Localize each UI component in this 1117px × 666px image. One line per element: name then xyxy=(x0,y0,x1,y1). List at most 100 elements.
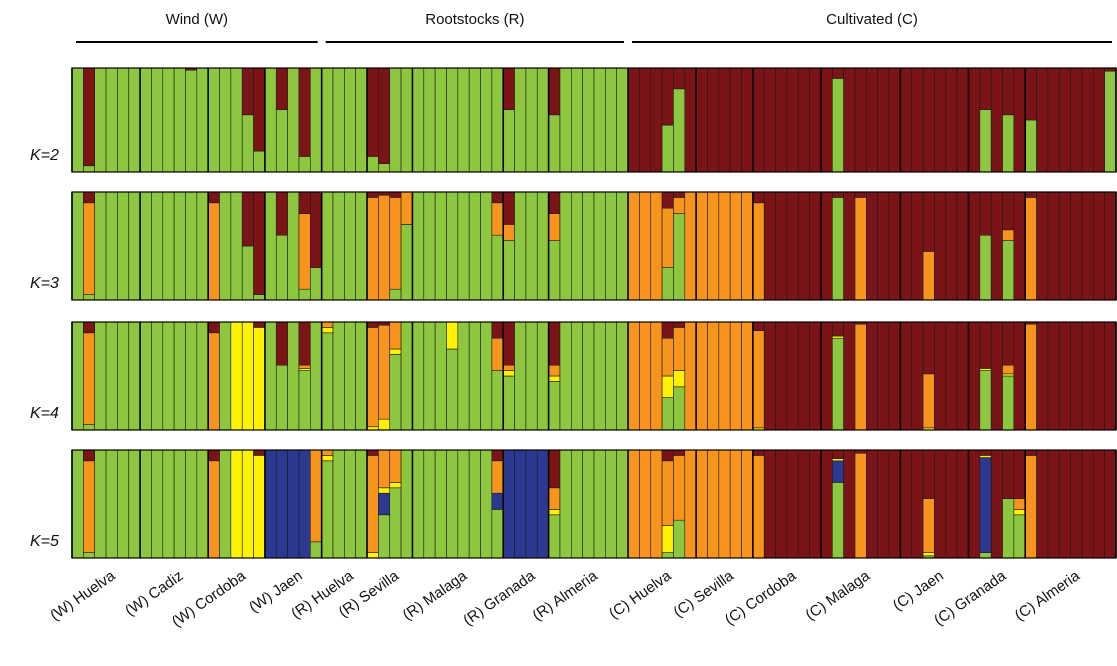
membership-segment xyxy=(83,449,95,462)
membership-segment xyxy=(695,449,708,559)
membership-segment xyxy=(310,191,322,268)
population-label: (R) Almeria xyxy=(529,567,601,624)
membership-segment xyxy=(1013,67,1026,173)
membership-segment xyxy=(491,460,504,494)
membership-segment xyxy=(491,234,504,301)
group-label: Cultivated (C) xyxy=(826,11,918,28)
membership-segment xyxy=(763,449,776,559)
membership-segment xyxy=(593,321,606,431)
membership-segment xyxy=(593,191,606,301)
membership-segment xyxy=(94,191,107,301)
membership-segment xyxy=(287,191,300,301)
membership-segment xyxy=(275,364,288,431)
membership-segment xyxy=(389,487,402,559)
membership-segment xyxy=(661,375,674,398)
membership-segment xyxy=(1047,191,1060,301)
membership-segment xyxy=(480,449,493,559)
membership-segment xyxy=(480,67,493,173)
membership-segment xyxy=(797,449,810,559)
membership-segment xyxy=(105,67,118,173)
membership-segment xyxy=(627,67,640,173)
membership-segment xyxy=(378,67,391,164)
membership-segment xyxy=(968,191,981,301)
membership-segment xyxy=(1002,375,1015,431)
membership-segment xyxy=(366,327,379,428)
membership-segment xyxy=(219,191,232,301)
membership-segment xyxy=(310,321,322,431)
k-label: K=4 xyxy=(30,405,59,422)
membership-segment xyxy=(786,191,799,301)
membership-segment xyxy=(1002,321,1015,366)
membership-segment xyxy=(378,514,391,559)
membership-segment xyxy=(956,67,969,173)
membership-segment xyxy=(1002,114,1015,173)
membership-segment xyxy=(468,321,481,431)
membership-segment xyxy=(832,78,844,173)
membership-segment xyxy=(1093,67,1105,173)
membership-segment xyxy=(230,321,243,431)
membership-segment xyxy=(979,368,992,371)
membership-segment xyxy=(457,449,470,559)
membership-segment xyxy=(491,191,504,204)
membership-segment xyxy=(741,321,754,431)
membership-segment xyxy=(207,449,220,462)
membership-segment xyxy=(105,191,118,301)
membership-segment xyxy=(956,191,969,301)
membership-segment xyxy=(491,337,504,371)
membership-segment xyxy=(888,67,901,173)
membership-segment xyxy=(298,321,311,366)
membership-segment xyxy=(718,321,731,431)
membership-segment xyxy=(605,321,617,431)
membership-segment xyxy=(207,321,220,334)
membership-segment xyxy=(1013,498,1026,510)
membership-segment xyxy=(275,449,288,559)
membership-segment xyxy=(945,321,958,431)
membership-segment xyxy=(673,191,686,198)
membership-segment xyxy=(832,197,844,301)
membership-segment xyxy=(1024,197,1037,301)
membership-segment xyxy=(275,109,288,173)
membership-segment xyxy=(332,321,345,431)
membership-segment xyxy=(219,449,232,559)
membership-segment xyxy=(94,449,107,559)
membership-segment xyxy=(1070,67,1083,173)
membership-segment xyxy=(389,197,402,290)
membership-segment xyxy=(1024,455,1037,559)
membership-segment xyxy=(310,267,322,301)
membership-segment xyxy=(412,191,425,301)
membership-segment xyxy=(741,191,754,301)
membership-segment xyxy=(1058,191,1071,301)
membership-segment xyxy=(639,449,652,559)
membership-segment xyxy=(979,370,992,431)
membership-segment xyxy=(945,449,958,559)
membership-segment xyxy=(389,288,402,301)
membership-segment xyxy=(71,191,84,301)
membership-segment xyxy=(559,321,572,431)
membership-segment xyxy=(820,449,833,559)
membership-segment xyxy=(548,449,561,489)
membership-segment xyxy=(729,67,742,173)
membership-segment xyxy=(139,67,152,173)
membership-segment xyxy=(797,191,810,301)
membership-segment xyxy=(241,449,254,559)
membership-segment xyxy=(922,552,935,557)
membership-segment xyxy=(548,364,561,377)
membership-segment xyxy=(673,321,686,328)
membership-segment xyxy=(832,67,844,79)
membership-segment xyxy=(559,191,572,301)
membership-segment xyxy=(491,370,504,431)
membership-segment xyxy=(344,321,356,431)
membership-segment xyxy=(366,552,379,559)
membership-segment xyxy=(310,449,322,543)
membership-segment xyxy=(1002,229,1015,241)
membership-segment xyxy=(775,191,788,301)
membership-segment xyxy=(866,191,878,301)
membership-segment xyxy=(468,67,481,173)
membership-segment xyxy=(389,482,402,489)
membership-segment xyxy=(253,294,266,301)
membership-segment xyxy=(525,67,538,173)
membership-segment xyxy=(820,321,833,431)
membership-segment xyxy=(207,332,220,431)
membership-segment xyxy=(888,449,901,559)
membership-segment xyxy=(1081,321,1094,431)
